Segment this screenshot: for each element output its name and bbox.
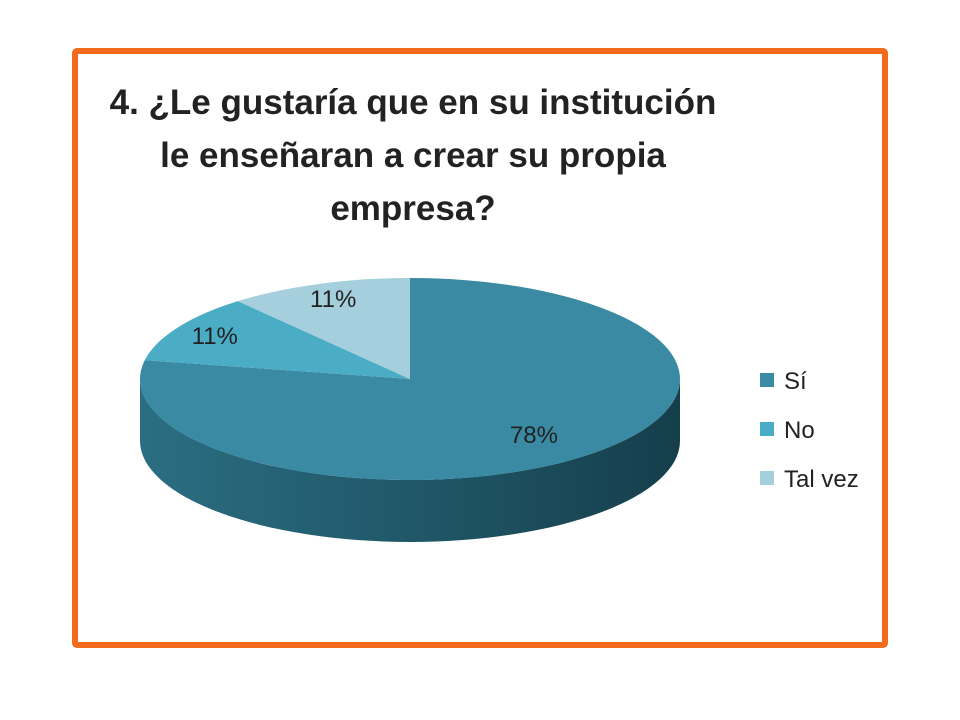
chart-title: 4. ¿Le gustaría que en su institución le… [78,76,748,235]
chart-title-line-3: empresa? [330,189,496,228]
legend-swatch-0 [760,373,774,387]
pie-side-0 [140,379,680,542]
slice-label-2: 11% [310,286,356,313]
legend-label-0: Sí [784,368,807,395]
slice-label-0: 78% [510,422,558,449]
slice-labels: 78% 11% 11% [192,286,558,449]
legend-label-1: No [784,417,815,444]
chart-title-line-2: le enseñaran a crear su propia [160,136,666,175]
chart-frame: 4. ¿Le gustaría que en su institución le… [72,48,888,648]
legend: Sí No Tal vez [760,368,859,493]
slice-label-1: 11% [192,323,238,350]
pie-slice-2 [237,278,410,379]
pie-chart: 78% 11% 11% Sí No Tal vez [139,278,859,542]
pie-slice-1 [144,301,410,379]
chart-title-line-1: 4. ¿Le gustaría que en su institución [109,83,717,122]
legend-swatch-1 [760,422,774,436]
legend-label-2: Tal vez [784,466,859,493]
pie-group [139,278,680,542]
legend-swatch-2 [760,471,774,485]
